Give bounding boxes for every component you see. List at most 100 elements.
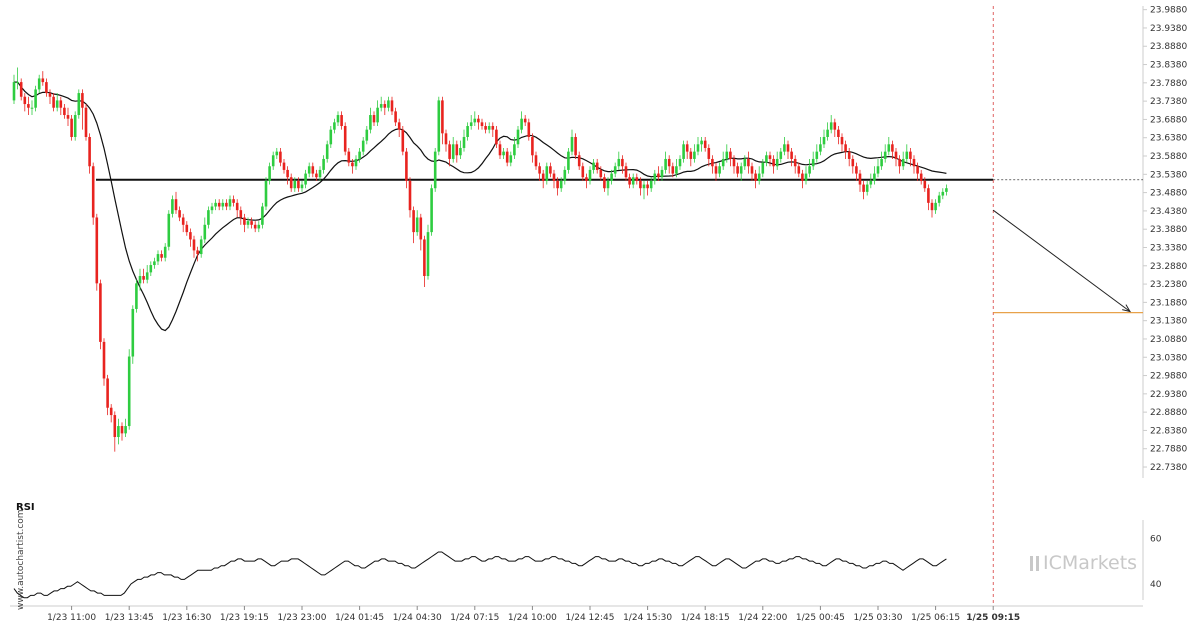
candle-body: [387, 100, 390, 108]
candle-body: [109, 407, 113, 416]
price-tick-label: 23.7380: [1150, 97, 1187, 107]
candle-body: [819, 144, 822, 152]
candle-body: [919, 173, 923, 181]
candle-body: [534, 155, 538, 167]
candle-body: [156, 254, 160, 262]
candle-body: [891, 144, 894, 152]
candle-body: [235, 202, 239, 211]
candle-body: [426, 232, 430, 277]
candle-body: [271, 155, 275, 167]
candle-body: [138, 276, 142, 284]
price-tick-label: 23.2380: [1150, 280, 1187, 290]
candle-body: [405, 151, 408, 181]
candle-body: [862, 184, 865, 192]
candle-body: [279, 151, 282, 163]
candle-body: [196, 250, 199, 255]
candle-body: [815, 151, 819, 159]
candle-body: [581, 166, 585, 178]
candle-body: [178, 210, 181, 218]
candle-body: [430, 188, 433, 233]
candle-body: [412, 210, 415, 233]
candle-body: [563, 169, 567, 181]
candle-body: [174, 199, 178, 211]
candle-body: [415, 217, 419, 233]
candle-body: [916, 166, 919, 174]
candle-body: [487, 126, 491, 130]
candle-body: [801, 173, 804, 181]
candle-body: [747, 158, 750, 167]
candle-body: [621, 158, 624, 167]
candle-body: [207, 210, 210, 225]
candle-body: [199, 239, 203, 255]
candle-body: [358, 151, 361, 159]
candle-body: [253, 224, 257, 229]
candle-body: [628, 177, 631, 185]
candle-body: [765, 155, 768, 163]
candle-body: [772, 158, 775, 167]
candle-body: [703, 140, 707, 148]
candle-body: [635, 177, 639, 181]
candle-body: [142, 276, 145, 280]
rsi-tick-label: 60: [1150, 534, 1162, 544]
candle-body: [739, 166, 743, 174]
candle-body: [473, 118, 477, 123]
candle-body: [466, 126, 469, 137]
candle-body: [729, 151, 732, 159]
candle-body: [63, 107, 66, 116]
candle-body: [19, 82, 23, 97]
candle-body: [45, 82, 48, 94]
time-tick-label: 1/25 09:15: [966, 613, 1020, 623]
candle-body: [631, 177, 635, 185]
candle-body: [250, 221, 253, 225]
candle-body: [397, 122, 401, 130]
candle-body: [336, 115, 340, 123]
logo-text: ICMarkets: [1043, 552, 1137, 574]
candle-body: [477, 118, 480, 123]
candle-body: [117, 426, 120, 438]
candle-body: [754, 173, 757, 181]
price-tick-label: 22.9380: [1150, 390, 1187, 400]
candle-body: [588, 169, 592, 181]
candle-body: [505, 151, 509, 163]
candle-body: [59, 100, 63, 108]
candle-body: [448, 144, 451, 159]
candle-body: [390, 100, 394, 112]
candle-body: [934, 202, 937, 211]
candle-body: [808, 166, 811, 174]
candle-body: [761, 162, 765, 174]
candle-body: [577, 155, 581, 167]
candle-body: [304, 173, 307, 185]
price-tick-label: 22.7380: [1150, 463, 1187, 473]
candle-body: [851, 158, 855, 167]
candle-body: [135, 283, 138, 309]
candle-body: [297, 180, 300, 189]
candle-body: [153, 261, 156, 266]
candle-body: [444, 133, 448, 145]
price-tick-label: 23.3380: [1150, 243, 1187, 253]
candle-body: [527, 122, 531, 137]
candle-body: [775, 158, 779, 167]
candle-body: [642, 184, 646, 189]
candle-body: [239, 210, 243, 218]
candle-body: [937, 195, 941, 203]
price-tick-label: 23.8380: [1150, 61, 1187, 71]
candle-body: [293, 180, 297, 189]
time-tick-label: 1/24 22:00: [738, 613, 787, 623]
candle-body: [671, 166, 675, 174]
candle-body: [883, 151, 887, 159]
candle-body: [495, 129, 498, 145]
candle-body: [27, 104, 30, 108]
candle-body: [340, 115, 343, 127]
candle-body: [718, 166, 721, 174]
candle-body: [149, 265, 153, 273]
candle-body: [23, 96, 27, 105]
candle-body: [189, 232, 192, 240]
candle-body: [185, 224, 189, 233]
time-tick-label: 1/23 11:00: [47, 613, 96, 623]
time-tick-label: 1/24 04:30: [393, 613, 442, 623]
time-tick-label: 1/23 23:00: [277, 613, 326, 623]
candle-body: [217, 202, 221, 207]
candle-body: [613, 166, 617, 174]
candle-body: [721, 158, 725, 167]
candle-body: [570, 136, 574, 152]
